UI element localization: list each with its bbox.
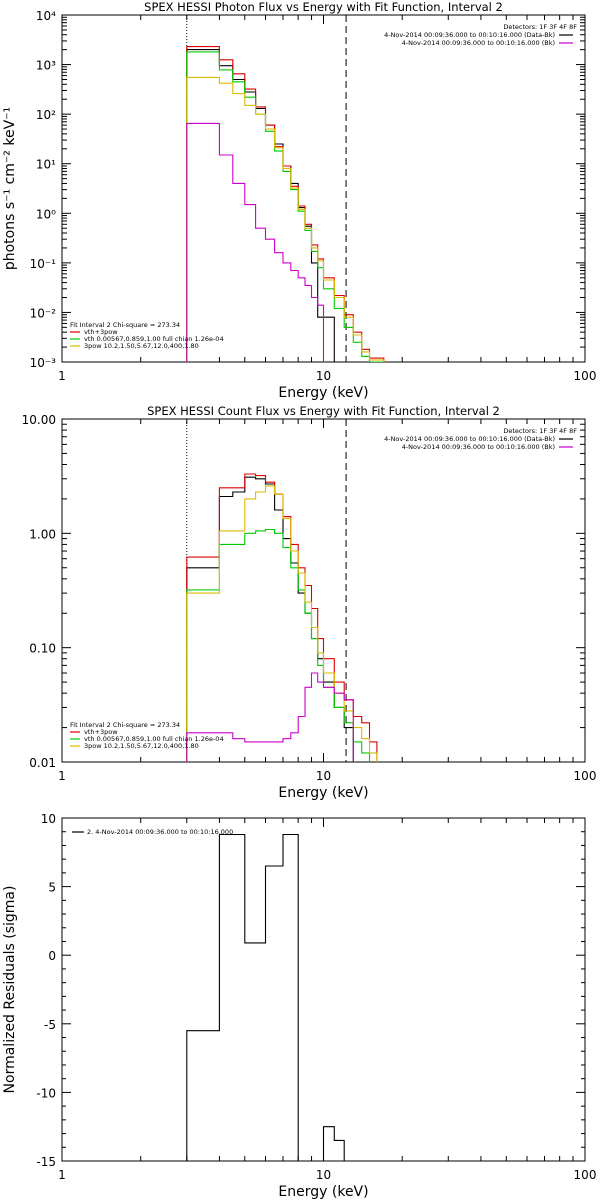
legend-fit-header: Fit Interval 2 Chi-square = 273.34: [70, 321, 180, 329]
series-line-1: [186, 49, 335, 362]
series-group: [186, 833, 345, 1161]
series-line-1: [186, 833, 345, 1161]
y-tick-label: 10²: [36, 108, 56, 122]
chart-panel-2: 1 10 100 0.01 0.10 1.00 10.00 SPEX HESSI Count …: [22, 404, 597, 801]
series-line-2: [186, 473, 378, 762]
series-line-5: [186, 122, 325, 362]
y-tick-label: -5: [44, 1018, 56, 1032]
legend-left-entry: vth+3pow: [84, 328, 118, 336]
y-tick-label: 0: [48, 949, 56, 963]
x-axis-label: Energy (keV): [278, 1184, 368, 1200]
series-line-2: [186, 46, 385, 362]
legend-left-entry: 2. 4-Nov-2014 00:09:36.000 to 00:10:16.0…: [87, 828, 233, 836]
series-line-4: [186, 485, 378, 762]
series-line-1: [186, 476, 354, 762]
y-tick-label: 5: [48, 881, 56, 895]
y-tick-label: 10.00: [22, 413, 56, 427]
y-tick-label: 10³: [36, 59, 56, 73]
x-tick-label: 10: [316, 369, 331, 383]
legend-left-entry: vth 0.00567,0.859,1.00 full chian 1.26e-…: [84, 335, 224, 343]
legend-left-entry: 3pow 10.2,1.50,5.67,12.0,400,1.80: [84, 742, 199, 750]
y-tick-label: 0.10: [29, 642, 56, 656]
x-tick-label: 100: [574, 769, 597, 783]
y-axis-label: Normalized Residuals (sigma): [2, 886, 18, 1094]
x-axis-label: Energy (keV): [278, 785, 368, 801]
legend-right-entry: 4-Nov-2014 00:09:36.000 to 00:10:16.000 …: [384, 435, 555, 443]
x-tick-label: 100: [574, 369, 597, 383]
legend-left-entry: vth+3pow: [84, 728, 118, 736]
legend-detectors-header: Detectors: 1F 3F 4F 8F: [503, 23, 577, 31]
legend-left-entry: 3pow 10.2,1.50,5.67,12.0,400,1.80: [84, 342, 199, 350]
y-tick-label: -15: [36, 1155, 56, 1169]
x-tick-label: 1: [58, 769, 66, 783]
y-tick-label: 0.01: [29, 756, 56, 770]
y-tick-label: -10: [36, 1086, 56, 1100]
y-tick-label: 10⁰: [36, 207, 56, 221]
chart-title: SPEX HESSI Count Flux vs Energy with Fit…: [147, 404, 500, 418]
x-tick-label: 100: [574, 1168, 597, 1182]
y-tick-label: 10: [41, 812, 56, 826]
legend-right-entry: 4-Nov-2014 00:09:36.000 to 00:10:16.000 …: [402, 39, 555, 47]
series-line-5: [186, 672, 354, 762]
x-tick-label: 10: [316, 1168, 331, 1182]
y-tick-label: 10⁻³: [30, 356, 57, 370]
chart-title: SPEX HESSI Photon Flux vs Energy with Fi…: [144, 0, 503, 14]
y-tick-label: 10¹: [36, 158, 56, 172]
x-tick-label: 1: [58, 1168, 66, 1182]
x-axis-label: Energy (keV): [278, 385, 368, 401]
x-tick-label: 10: [316, 769, 331, 783]
x-tick-label: 1: [58, 369, 66, 383]
y-tick-label: 10⁴: [36, 9, 56, 23]
series-group: [186, 46, 385, 362]
y-axis-label: photons s⁻¹ cm⁻² keV⁻¹: [2, 107, 18, 270]
legend-right-entry: 4-Nov-2014 00:09:36.000 to 00:10:16.000 …: [402, 443, 555, 451]
legend-right-entry: 4-Nov-2014 00:09:36.000 to 00:10:16.000 …: [384, 31, 555, 39]
series-line-3: [186, 51, 384, 362]
series-line-3: [186, 528, 371, 762]
chart-panel-3: 1 10 100 -15 -10 -5 0 5 10 Energy (keV) Normalized…: [2, 812, 596, 1200]
y-tick-label: 10⁻¹: [30, 257, 57, 271]
legend-fit-header: Fit Interval 2 Chi-square = 273.34: [70, 721, 180, 729]
y-tick-label: 10⁻²: [30, 306, 57, 320]
series-line-4: [186, 76, 385, 362]
legend-left-entry: vth 0.00567,0.859,1.00 full chian 1.26e-…: [84, 735, 224, 743]
legend-detectors-header: Detectors: 1F 3F 4F 8F: [503, 427, 577, 435]
y-tick-label: 1.00: [29, 527, 56, 541]
series-group: [186, 473, 378, 762]
plot-frame: [61, 817, 586, 1162]
chart-panel-1: 1 10 100 10⁻³ 10⁻² 10⁻¹ 10⁰ 10¹ 10² 10³ 10⁴ SPEX HE…: [2, 0, 596, 401]
plot-frame: [61, 418, 586, 763]
